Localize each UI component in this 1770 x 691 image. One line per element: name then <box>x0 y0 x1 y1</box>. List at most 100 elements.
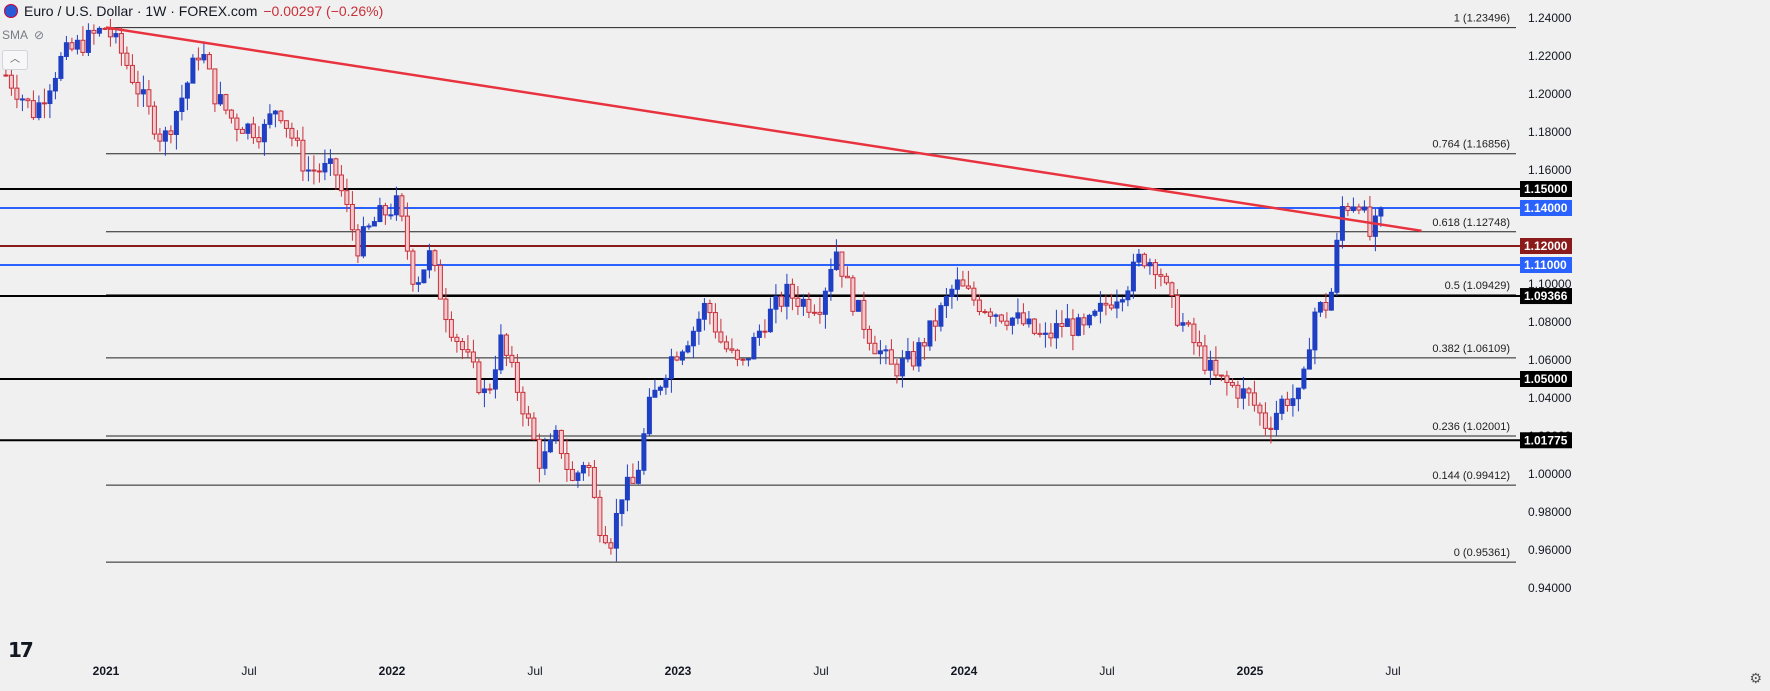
candle-body <box>993 314 999 317</box>
candle-body <box>1048 332 1054 339</box>
candle-body <box>382 205 388 216</box>
candle-body <box>575 472 581 481</box>
candle-body <box>184 82 190 99</box>
candle-body <box>305 169 311 172</box>
chevron-up-icon[interactable]: ︿ <box>2 50 28 70</box>
candle-body <box>1279 398 1285 414</box>
level-price-tag[interactable] <box>1520 238 1572 254</box>
level-price-tag[interactable] <box>1520 371 1572 387</box>
candle-body <box>1031 318 1037 334</box>
candle-body <box>223 94 229 111</box>
time-tick-label: Jul <box>527 664 542 678</box>
candle-body <box>635 469 641 484</box>
candle-body <box>388 214 394 217</box>
candle-body <box>250 123 256 139</box>
eye-off-icon[interactable]: ⊘ <box>34 28 45 42</box>
candle-body <box>910 351 916 367</box>
candle-body <box>316 170 322 173</box>
candle-body <box>333 158 339 176</box>
candle-body <box>1345 206 1351 212</box>
resistance-trendline[interactable] <box>105 26 1422 233</box>
candle-body <box>195 57 201 61</box>
level-price-tag[interactable] <box>1520 257 1572 273</box>
candle-body <box>949 288 955 297</box>
level-price-text: 1.12000 <box>1524 239 1568 253</box>
candle-body <box>1097 302 1103 312</box>
candle-body <box>74 39 80 50</box>
candle-body <box>173 111 179 135</box>
candle-body <box>1064 318 1070 327</box>
candle-body <box>745 358 751 361</box>
candle-body <box>1257 404 1263 414</box>
candle-body <box>311 169 317 172</box>
candle-body <box>954 279 960 290</box>
indicator-row[interactable]: SMA ⊘ <box>2 28 44 42</box>
candle-body <box>1114 301 1120 309</box>
candle-body <box>157 133 163 142</box>
candle-body <box>179 97 185 113</box>
fib-label: 0.144 (0.99412) <box>1432 470 1510 482</box>
price-tick-label: 0.98000 <box>1528 505 1572 519</box>
candle-body <box>1207 359 1213 371</box>
gear-icon[interactable]: ⚙ <box>1749 670 1762 686</box>
candle-body <box>426 250 432 271</box>
candle-body <box>410 250 416 285</box>
candle-body <box>1273 412 1279 430</box>
candle-body <box>888 349 894 365</box>
time-tick-label: 2021 <box>93 664 120 678</box>
level-price-tag[interactable] <box>1520 200 1572 216</box>
candle-body <box>773 295 779 310</box>
candle-body <box>1350 206 1356 212</box>
tradingview-logo-icon[interactable]: 17 <box>8 638 34 662</box>
price-tick-label: 1.06000 <box>1528 353 1572 367</box>
candle-body <box>52 77 58 92</box>
candle-body <box>1042 332 1048 335</box>
fib-label: 0.5 (1.09429) <box>1445 280 1510 292</box>
candle-body <box>877 350 883 355</box>
candle-body <box>14 87 20 100</box>
time-axis[interactable]: 2021 Jul 2022 Jul 2023 Jul 2024 Jul 2025 Jul <box>93 664 1401 678</box>
price-axis[interactable]: 1.24000 1.22000 1.20000 1.18000 1.16000 1.140… <box>1520 0 1770 691</box>
level-price-text: 1.01775 <box>1524 433 1568 447</box>
candle-body <box>1301 368 1307 389</box>
candle-body <box>1163 275 1169 284</box>
candle-body <box>162 130 168 142</box>
candle-body <box>536 438 542 469</box>
indicator-label[interactable]: SMA <box>2 28 29 42</box>
candle-body <box>542 451 548 469</box>
candle-body <box>151 105 157 135</box>
candle-body <box>217 94 223 105</box>
level-price-tag[interactable] <box>1520 288 1572 305</box>
candle-body <box>1092 310 1098 316</box>
price-tick-label: 1.24000 <box>1528 11 1572 25</box>
candle-body <box>1378 207 1384 217</box>
candle-body <box>613 512 619 549</box>
symbol-title[interactable]: Euro / U.S. Dollar · 1W · FOREX.com <box>24 3 258 19</box>
candle-body <box>146 89 152 107</box>
level-price-tag[interactable] <box>1520 181 1572 197</box>
candle-body <box>960 279 966 287</box>
price-tick-label: 1.04000 <box>1528 391 1572 405</box>
candle-body <box>1059 323 1065 327</box>
price-axis-background <box>1520 0 1770 691</box>
price-tick-label: 1.08000 <box>1528 315 1572 329</box>
fib-label: 0.236 (1.02001) <box>1432 421 1510 433</box>
candle-body <box>140 89 146 95</box>
candle-body <box>19 98 25 101</box>
candle-body <box>1081 317 1087 326</box>
candle-body <box>63 42 69 57</box>
candle-body <box>278 110 284 122</box>
candle-body <box>85 29 91 53</box>
candle-body <box>520 391 526 415</box>
trendline[interactable] <box>105 26 1422 233</box>
candle-body <box>1372 215 1378 237</box>
candle-body <box>674 356 680 361</box>
fib-label: 1 (1.23496) <box>1454 13 1510 25</box>
candle-body <box>124 52 130 66</box>
level-price-tag[interactable] <box>1520 432 1572 449</box>
candle-body <box>338 174 344 192</box>
candle-body <box>718 331 724 343</box>
candle-body <box>751 336 757 360</box>
candle-body <box>965 285 971 289</box>
